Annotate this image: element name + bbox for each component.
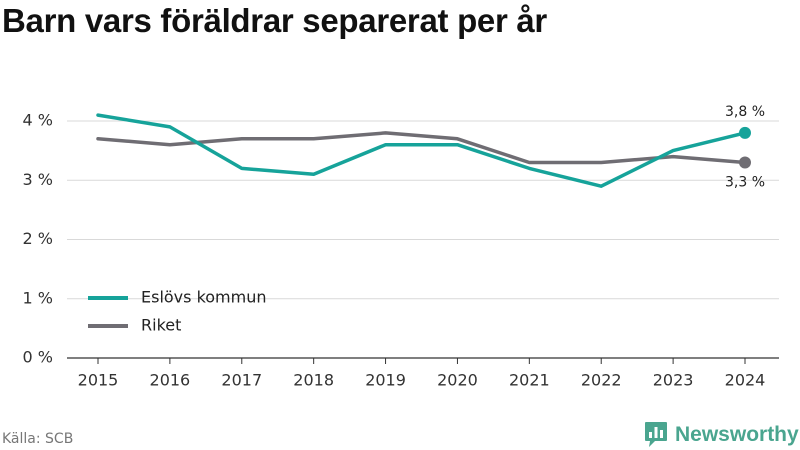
x-tick-label: 2016 — [150, 371, 191, 390]
brand-logo: Newsworthy — [644, 421, 799, 448]
y-axis: 0 % 1 % 2 % 3 % 4 % — [23, 111, 53, 367]
y-tick-label: 2 % — [23, 229, 53, 248]
series-line-eslov — [96, 113, 747, 188]
source-note: Källa: SCB — [2, 431, 74, 447]
x-tick-label: 2018 — [293, 371, 334, 390]
legend: Eslövs kommun Riket — [88, 288, 267, 335]
series-line-riket — [96, 131, 747, 165]
series-lines: 3,8 % 3,3 % — [96, 104, 765, 190]
y-tick-label: 3 % — [23, 170, 53, 189]
brand-name: Newsworthy — [675, 422, 799, 446]
legend-label: Eslövs kommun — [141, 288, 267, 307]
y-tick-label: 1 % — [23, 288, 53, 307]
x-tick-label: 2015 — [78, 371, 119, 390]
chart-title: Barn vars föräldrar separerat per år — [2, 2, 547, 39]
x-tick-label: 2024 — [725, 371, 766, 390]
end-value-label: 3,8 % — [725, 104, 765, 120]
legend-label: Riket — [141, 316, 181, 335]
x-tick-label: 2022 — [581, 371, 622, 390]
grid-lines — [67, 120, 779, 300]
x-tick-label: 2017 — [221, 371, 262, 390]
x-tick-label: 2021 — [509, 371, 550, 390]
end-value-label: 3,3 % — [725, 174, 765, 190]
x-axis: 2015 2016 2017 2018 2019 2020 2021 2022 2023 2024 — [67, 357, 779, 390]
end-point-marker — [739, 126, 751, 139]
y-tick-label: 0 % — [23, 348, 53, 367]
end-point-marker — [739, 156, 751, 169]
x-tick-label: 2020 — [437, 371, 478, 390]
x-tick-label: 2019 — [365, 371, 406, 390]
x-tick-label: 2023 — [653, 371, 694, 390]
y-tick-label: 4 % — [23, 111, 53, 130]
bar-chart-icon — [645, 422, 667, 447]
